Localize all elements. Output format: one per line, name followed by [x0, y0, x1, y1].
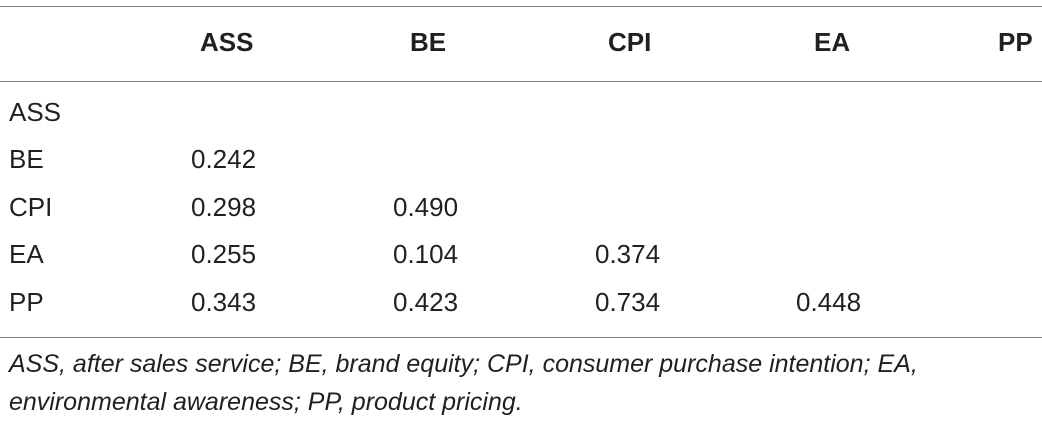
row-label-be: BE — [9, 144, 44, 174]
cell-be-ass: 0.242 — [191, 144, 257, 174]
column-header-cpi: CPI — [608, 27, 652, 57]
cell-pp-be: 0.423 — [393, 287, 459, 317]
row-label-ea: EA — [9, 239, 44, 269]
row-label-pp: PP — [9, 287, 44, 317]
cell-ea-ass: 0.255 — [191, 239, 257, 269]
cell-pp-ea: 0.448 — [796, 287, 862, 317]
column-header-be: BE — [410, 27, 447, 57]
column-header-ass: ASS — [200, 27, 254, 57]
cell-ea-cpi: 0.374 — [595, 239, 661, 269]
table-bottom-rule — [0, 337, 1042, 338]
cell-cpi-ass: 0.298 — [191, 192, 257, 222]
table-top-rule — [0, 6, 1042, 7]
cell-pp-ass: 0.343 — [191, 287, 257, 317]
row-label-cpi: CPI — [9, 192, 53, 222]
cell-ea-be: 0.104 — [393, 239, 459, 269]
column-header-pp: PP — [998, 27, 1033, 57]
row-label-ass: ASS — [9, 97, 62, 127]
table-header-rule — [0, 81, 1042, 82]
column-header-ea: EA — [814, 27, 851, 57]
cell-pp-cpi: 0.734 — [595, 287, 661, 317]
cell-cpi-be: 0.490 — [393, 192, 459, 222]
table-footnote: ASS, after sales service; BE, brand equi… — [9, 350, 918, 416]
